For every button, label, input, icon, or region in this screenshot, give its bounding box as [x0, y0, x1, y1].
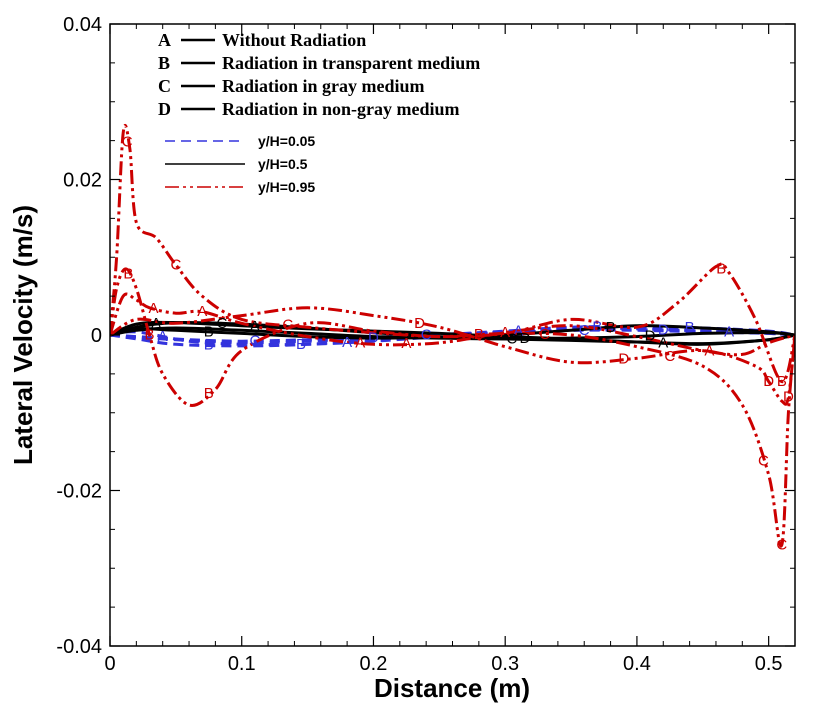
- series-marker: A: [250, 318, 260, 335]
- y-tick-label: 0: [91, 325, 102, 347]
- x-tick-label: 0.4: [623, 653, 651, 675]
- series-marker: D: [520, 330, 531, 347]
- series-marker: A: [401, 335, 411, 352]
- series-marker: A: [342, 334, 352, 351]
- series-marker: C: [421, 326, 432, 343]
- legend-style-label: y/H=0.95: [258, 179, 315, 195]
- series-marker: C: [776, 536, 787, 553]
- series-marker: D: [414, 315, 425, 332]
- x-axis-title: Distance (m): [374, 673, 530, 703]
- series-marker: C: [249, 332, 260, 349]
- series-marker: B: [685, 319, 695, 336]
- series-marker: C: [282, 316, 293, 333]
- series-marker: D: [763, 373, 774, 390]
- series-marker: A: [658, 334, 668, 351]
- series-line: [110, 326, 795, 341]
- legend-case-letter: B: [158, 53, 170, 73]
- legend-case-label: Radiation in gray medium: [222, 76, 425, 96]
- series-marker: C: [506, 331, 517, 348]
- series-layer: [110, 124, 795, 548]
- series-marker: A: [158, 328, 168, 345]
- series-marker: C: [122, 134, 133, 151]
- y-tick-label: -0.04: [56, 636, 102, 658]
- series-marker: B: [716, 261, 726, 278]
- x-tick-label: 0: [104, 653, 115, 675]
- legend: A Without Radiation B Radiation in transpar…: [158, 30, 480, 195]
- y-tick-label: 0.02: [63, 170, 102, 192]
- series-marker: C: [758, 452, 769, 469]
- series-marker: C: [579, 322, 590, 339]
- series-marker: B: [145, 327, 155, 344]
- legend-case-label: Without Radiation: [222, 30, 366, 50]
- series-marker: A: [355, 334, 365, 351]
- series-marker: A: [513, 323, 523, 340]
- marker-layer: A AA AB BB BC C CD DA AAB BCC D DA AA AAABBBBBBCCCCCC…: [122, 134, 794, 554]
- series-marker: B: [777, 373, 787, 390]
- series-marker: C: [217, 315, 228, 332]
- x-tick-label: 0.1: [228, 653, 256, 675]
- series-marker: A: [724, 324, 734, 341]
- tick-layer: 0 0.1 0.2 0.3 0.4 0.5 -0.04 -0.02 0 0.02 0.04: [56, 14, 795, 675]
- series-marker: D: [658, 322, 669, 339]
- y-tick-label: -0.02: [56, 481, 102, 503]
- series-marker: A: [704, 343, 714, 360]
- series-marker: C: [539, 326, 550, 343]
- legend-case-letter: A: [158, 30, 171, 50]
- series-marker: B: [296, 336, 306, 353]
- series-marker: A: [148, 300, 158, 317]
- legend-style-label: y/H=0.5: [258, 156, 308, 172]
- x-tick-label: 0.3: [491, 653, 519, 675]
- series-marker: B: [204, 323, 214, 340]
- series-line: [110, 262, 795, 407]
- series-marker: B: [592, 318, 602, 335]
- legend-case-label: Radiation in transparent medium: [222, 53, 480, 73]
- x-tick-label: 0.2: [360, 653, 388, 675]
- series-marker: D: [618, 351, 629, 368]
- series-marker: D: [645, 327, 656, 344]
- legend-case-letter: C: [158, 76, 171, 96]
- series-marker: B: [474, 326, 484, 343]
- series-line: [110, 328, 795, 345]
- series-marker: D: [783, 389, 794, 406]
- series-marker: D: [368, 330, 379, 347]
- series-marker: A: [500, 324, 510, 341]
- y-axis-title: Lateral Velocity (m/s): [8, 205, 38, 465]
- series-line: [110, 306, 795, 406]
- x-tick-label: 0.5: [755, 653, 783, 675]
- series-marker: A: [197, 303, 207, 320]
- series-marker: C: [170, 257, 181, 274]
- series-marker: B: [204, 337, 214, 354]
- legend-style-label: y/H=0.05: [258, 133, 315, 149]
- legend-case-label: Radiation in non-gray medium: [222, 99, 460, 119]
- y-tick-label: 0.04: [63, 14, 102, 36]
- legend-case-letter: D: [158, 99, 171, 119]
- series-marker: C: [664, 348, 675, 365]
- series-marker: B: [606, 319, 616, 336]
- series-marker: B: [123, 265, 133, 282]
- series-marker: A: [151, 315, 161, 332]
- series-marker: B: [204, 385, 214, 402]
